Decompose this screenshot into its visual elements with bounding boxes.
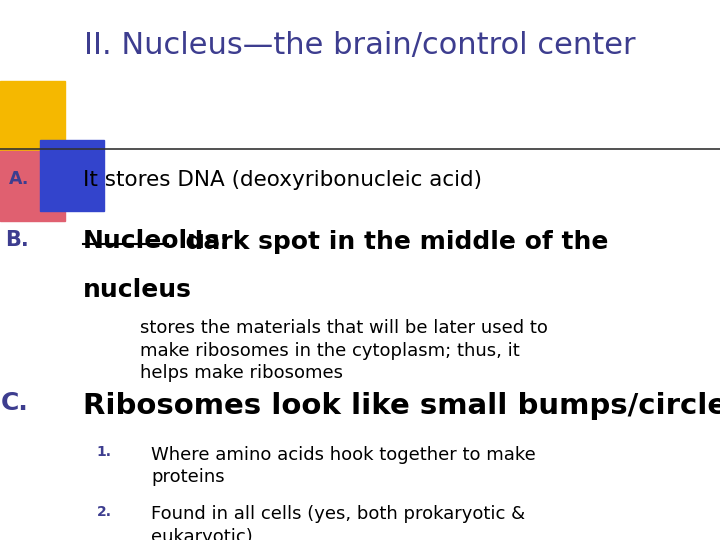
Text: 1.: 1. [96,446,112,460]
Text: nucleus: nucleus [83,278,192,302]
Bar [40,140,104,211]
Text: 2.: 2. [96,505,112,519]
Bar [0,151,65,221]
Bar [0,81,65,151]
Text: B.: B. [5,230,29,249]
Text: Ribosomes look like small bumps/circles: Ribosomes look like small bumps/circles [83,392,720,420]
Text: It stores DNA (deoxyribonucleic acid): It stores DNA (deoxyribonucleic acid) [83,170,482,190]
Text: dark spot in the middle of the: dark spot in the middle of the [168,230,608,253]
Text: stores the materials that will be later used to
make ribosomes in the cytoplasm;: stores the materials that will be later … [140,319,548,382]
Text: Found in all cells (yes, both prokaryotic &
eukaryotic): Found in all cells (yes, both prokaryoti… [151,505,526,540]
Text: Where amino acids hook together to make
proteins: Where amino acids hook together to make … [151,446,536,487]
Text: A.: A. [9,170,29,188]
Text: II. Nucleus—the brain/control center: II. Nucleus—the brain/control center [84,31,636,60]
Text: C.: C. [1,392,29,415]
Text: Nucleolus:: Nucleolus: [83,230,230,253]
